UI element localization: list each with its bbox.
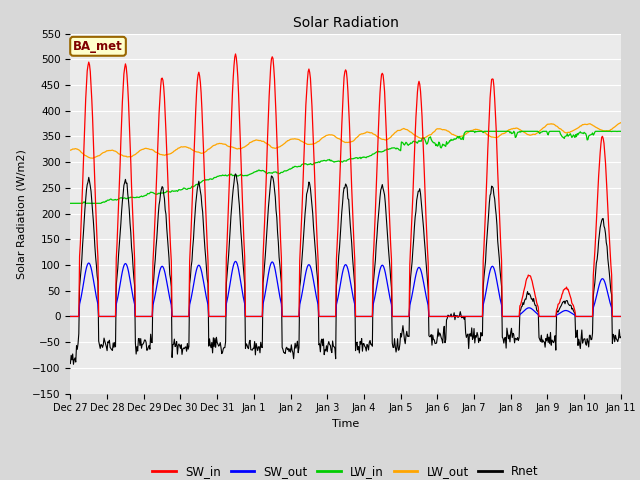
Y-axis label: Solar Radiation (W/m2): Solar Radiation (W/m2)	[17, 149, 27, 278]
X-axis label: Time: Time	[332, 419, 359, 429]
Title: Solar Radiation: Solar Radiation	[292, 16, 399, 30]
Text: BA_met: BA_met	[73, 40, 123, 53]
Legend: SW_in, SW_out, LW_in, LW_out, Rnet: SW_in, SW_out, LW_in, LW_out, Rnet	[148, 461, 543, 480]
